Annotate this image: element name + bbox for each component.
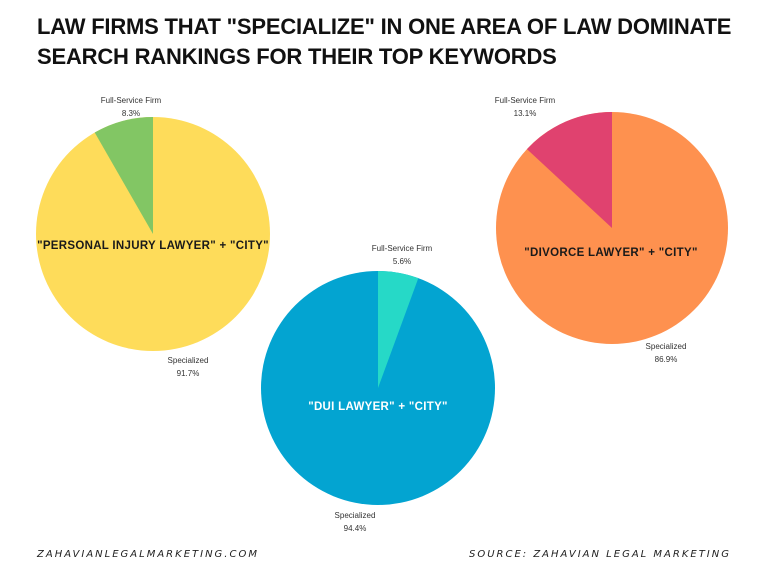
slice-value: 5.6% <box>392 257 412 266</box>
pie-personal-injury-full-service-label: Full-Service Firm 8.3% <box>101 94 161 120</box>
slice-value: 8.3% <box>121 109 141 118</box>
pie-personal-injury <box>36 117 270 351</box>
pie-divorce-title: "DIVORCE LAWYER" + "CITY" <box>524 247 698 259</box>
pie-divorce-specialized-label: Specialized 86.9% <box>646 340 687 366</box>
chart-title-line-2: SEARCH RANKINGS FOR THEIR TOP KEYWORDS <box>37 44 557 69</box>
slice-value: 94.4% <box>343 524 367 533</box>
footer-source: SOURCE: ZAHAVIAN LEGAL MARKETING <box>469 549 731 560</box>
slice-value: 13.1% <box>513 109 537 118</box>
slice-name: Full-Service Firm <box>371 244 433 253</box>
slice-name: Specialized <box>334 511 376 520</box>
pie-divorce <box>496 112 728 344</box>
pie-dui <box>261 271 495 505</box>
chart-title-line-1: LAW FIRMS THAT "SPECIALIZE" IN ONE AREA … <box>37 14 732 39</box>
slice-value: 91.7% <box>176 369 200 378</box>
pie-personal-injury-title: "PERSONAL INJURY LAWYER" + "CITY" <box>37 240 269 252</box>
pie-personal-injury-specialized-label: Specialized 91.7% <box>168 354 209 380</box>
pie-slice-full-service <box>378 271 419 388</box>
slice-name: Full-Service Firm <box>100 96 162 105</box>
pie-divorce-full-service-label: Full-Service Firm 13.1% <box>495 94 555 120</box>
slice-name: Specialized <box>167 356 209 365</box>
slice-value: 86.9% <box>654 355 678 364</box>
slice-name: Specialized <box>645 342 687 351</box>
pie-slice-full-service <box>94 117 153 234</box>
pie-dui-specialized-label: Specialized 94.4% <box>335 509 376 535</box>
chart-title: LAW FIRMS THAT "SPECIALIZE" IN ONE AREA … <box>37 12 757 72</box>
pie-dui-full-service-label: Full-Service Firm 5.6% <box>372 242 432 268</box>
slice-name: Full-Service Firm <box>494 96 556 105</box>
pie-dui-title: "DUI LAWYER" + "CITY" <box>308 401 448 413</box>
pie-slice-full-service <box>526 112 612 228</box>
footer-website: ZAHAVIANLEGALMARKETING.COM <box>37 549 259 560</box>
